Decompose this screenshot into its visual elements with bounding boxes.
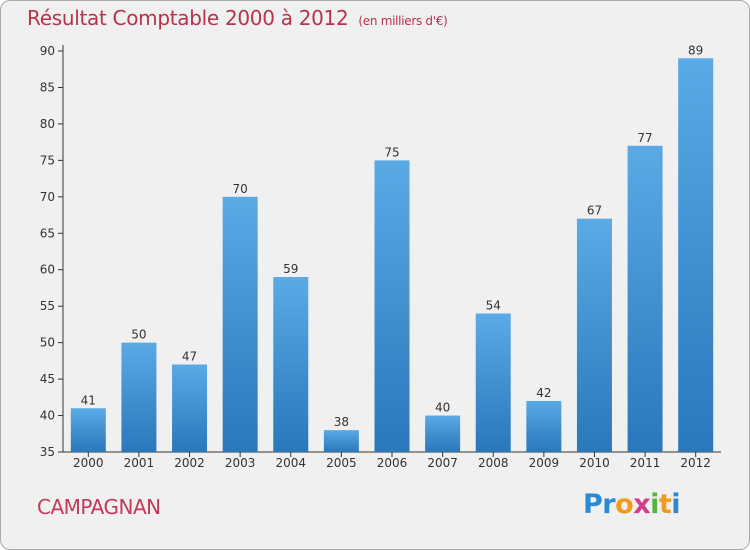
bars xyxy=(70,58,714,453)
logo-letter: x xyxy=(633,489,651,520)
data-label: 41 xyxy=(81,393,96,407)
y-tick-label: 60 xyxy=(40,263,55,277)
data-label: 89 xyxy=(688,43,703,57)
data-label: 75 xyxy=(384,145,399,159)
data-label: 54 xyxy=(486,298,501,312)
x-tick-label: 2008 xyxy=(478,456,509,470)
data-label: 38 xyxy=(334,415,349,429)
x-tick-label: 2009 xyxy=(529,456,560,470)
bar xyxy=(374,160,410,452)
logo-letter: i xyxy=(650,489,659,520)
data-label: 42 xyxy=(536,386,551,400)
x-tick-label: 2002 xyxy=(174,456,205,470)
bar xyxy=(627,145,663,453)
x-tick-label: 2010 xyxy=(579,456,610,470)
data-labels: 41 50 47 70 59 38 75 40 54 42 67 77 89 xyxy=(81,43,704,429)
y-tick-label: 90 xyxy=(40,44,55,58)
bar xyxy=(222,196,258,452)
data-label: 50 xyxy=(131,328,146,342)
bar xyxy=(425,415,461,452)
x-tick-label: 2006 xyxy=(377,456,408,470)
y-tick-label: 80 xyxy=(40,117,55,131)
x-tick-label: 2005 xyxy=(326,456,357,470)
y-tick-label: 75 xyxy=(40,153,55,167)
y-tick-label: 55 xyxy=(40,299,55,313)
logo-letter: t xyxy=(658,489,672,520)
bar xyxy=(121,342,157,452)
data-label: 67 xyxy=(587,204,602,218)
title-unit: (en milliers d'€) xyxy=(358,14,448,28)
proxiti-logo: Proxiti xyxy=(583,489,681,520)
x-tick-label: 2003 xyxy=(225,456,256,470)
x-tick-label: 2001 xyxy=(124,456,155,470)
logo-letter: P xyxy=(583,489,603,520)
data-label: 77 xyxy=(637,131,652,145)
y-tick-label: 50 xyxy=(40,336,55,350)
title-text: Résultat Comptable 2000 à 2012 xyxy=(27,6,349,30)
bar xyxy=(678,58,714,453)
commune-name: CAMPAGNAN xyxy=(37,495,161,519)
data-label: 70 xyxy=(233,182,248,196)
y-tick-label: 35 xyxy=(40,445,55,459)
data-label: 59 xyxy=(283,262,298,276)
logo-letter: o xyxy=(615,489,634,520)
y-tick-label: 85 xyxy=(40,80,55,94)
data-label: 40 xyxy=(435,401,450,415)
x-tick-label: 2007 xyxy=(427,456,458,470)
bar xyxy=(273,277,309,452)
data-label: 47 xyxy=(182,350,197,364)
y-tick-label: 70 xyxy=(40,190,55,204)
x-tick-label: 2000 xyxy=(73,456,104,470)
x-tick-label: 2011 xyxy=(630,456,661,470)
chart-title: Résultat Comptable 2000 à 2012 (en millie… xyxy=(27,6,448,30)
bar xyxy=(576,218,612,452)
axes: 35 40 45 50 55 60 65 70 75 80 85 90 2000 2001 2002 2003… xyxy=(40,44,721,470)
bar xyxy=(323,430,359,452)
bar xyxy=(475,313,511,452)
x-tick-label: 2004 xyxy=(275,456,306,470)
logo-letter: r xyxy=(602,489,616,520)
x-tick-label: 2012 xyxy=(680,456,711,470)
bar xyxy=(70,408,106,452)
bar xyxy=(172,364,208,452)
y-tick-label: 40 xyxy=(40,409,55,423)
y-tick-label: 65 xyxy=(40,226,55,240)
bar xyxy=(526,400,562,452)
logo-letter: i xyxy=(671,489,681,520)
y-tick-label: 45 xyxy=(40,372,55,386)
